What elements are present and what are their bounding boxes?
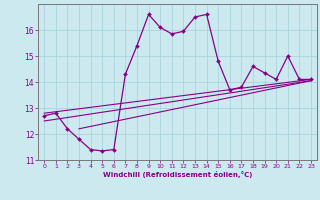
X-axis label: Windchill (Refroidissement éolien,°C): Windchill (Refroidissement éolien,°C) bbox=[103, 171, 252, 178]
